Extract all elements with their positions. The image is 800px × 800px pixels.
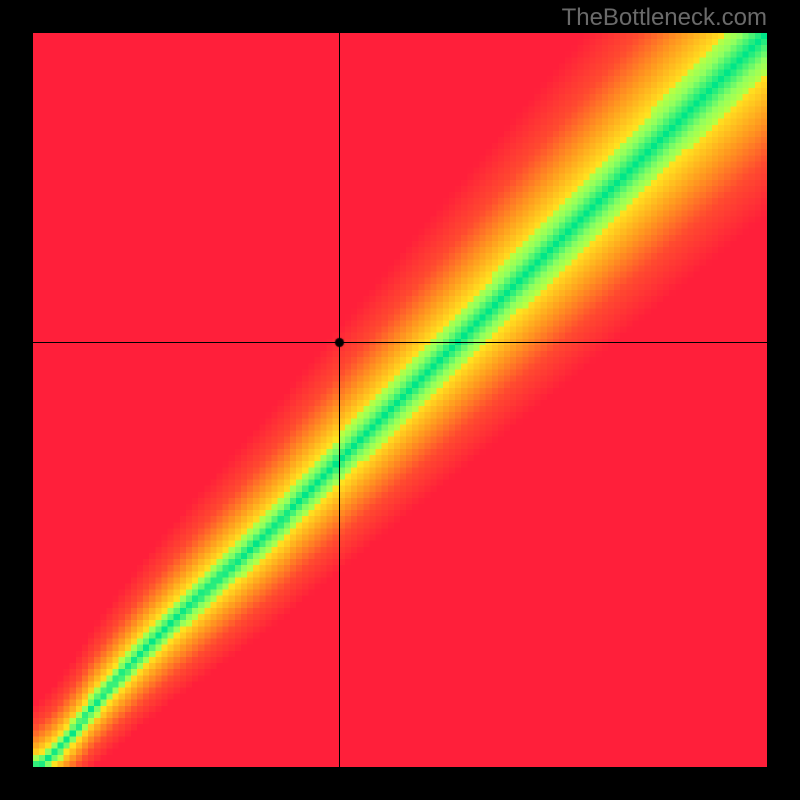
bottleneck-heatmap [33, 33, 767, 767]
crosshair-vertical [339, 33, 340, 767]
watermark-text: TheBottleneck.com [562, 4, 767, 32]
crosshair-marker [334, 337, 345, 348]
crosshair-horizontal [33, 342, 767, 343]
chart-container: TheBottleneck.com [0, 0, 800, 800]
